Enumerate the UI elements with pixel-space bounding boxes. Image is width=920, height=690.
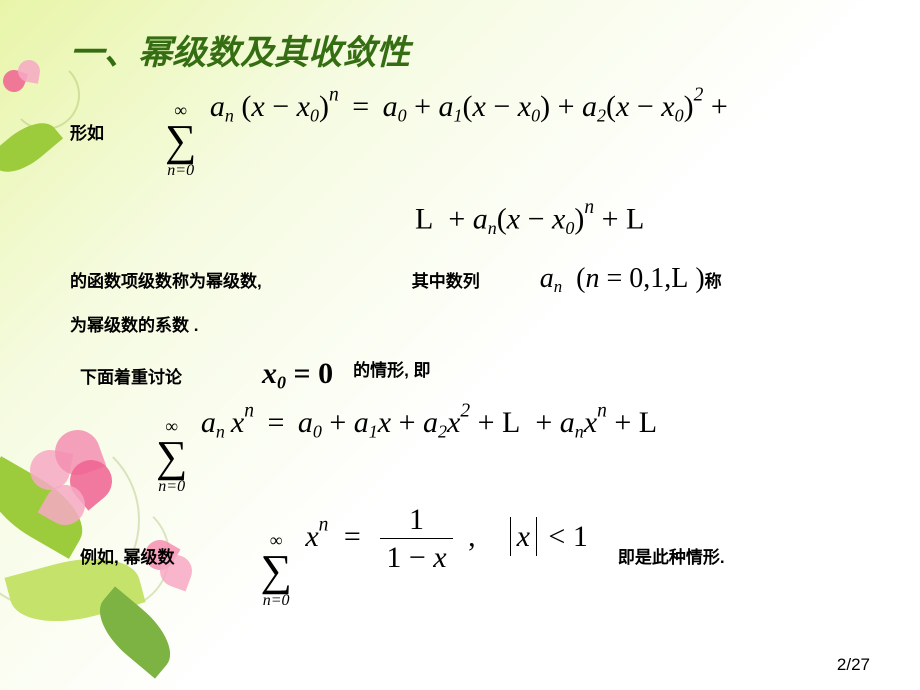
coef-expr: an (n = 0,1,L )	[540, 263, 705, 297]
sigma-icon: ∞ ∑ n=0	[260, 531, 291, 609]
label-discuss-below: 下面着重讨论	[80, 363, 182, 388]
label-called: 称	[705, 267, 722, 292]
label-case-ie: 的情形, 即	[353, 356, 430, 381]
sum-expression-1: ∞ ∑ n=0 an (x − x0)n = a0 + a1(x − x0) +…	[159, 84, 728, 179]
x0-eq-0: x0 = 0	[262, 357, 333, 393]
sigma-icon: ∞ ∑ n=0	[165, 101, 196, 179]
section-title: 一、幂级数及其收敛性	[70, 25, 870, 74]
abs-value: x	[510, 517, 537, 556]
label-coefficients: 为幂级数的系数 .	[70, 311, 198, 336]
fraction: 1 1 − x	[380, 503, 452, 574]
sigma-icon: ∞ ∑ n=0	[156, 417, 187, 495]
text-row-3: 为幂级数的系数 .	[70, 311, 870, 336]
page-number: 2/27	[837, 655, 870, 675]
text-row-2: 的函数项级数称为幂级数, 其中数列 an (n = 0,1,L ) 称	[70, 263, 870, 297]
formula-row-2: ∞ ∑ n=0 an xn = a0 + a1x + a2x2 + L + an…	[150, 401, 870, 496]
label-shaped-like: 形如	[70, 119, 104, 144]
sum-expansion-continued: L + an(x − x0)n + L	[415, 197, 644, 239]
label-called-power-series: 的函数项级数称为幂级数,	[70, 267, 262, 292]
label-for-example: 例如, 幂级数	[80, 543, 174, 568]
label-where-sequence: 其中数列	[412, 267, 480, 292]
label-this-case: 即是此种情形.	[618, 543, 725, 568]
formula-row-1b: L + an(x − x0)n + L	[415, 197, 870, 239]
geometric-series: ∞ ∑ n=0 xn = 1 1 − x , x < 1	[254, 503, 587, 608]
formula-row-1: 形如 ∞ ∑ n=0 an (x − x0)n = a0 + a1(x − x0…	[70, 84, 870, 179]
slide-content: 一、幂级数及其收敛性 形如 ∞ ∑ n=0 an (x − x0)n = a0 …	[0, 0, 920, 690]
sum-expression-2: ∞ ∑ n=0 an xn = a0 + a1x + a2x2 + L + an…	[150, 401, 657, 496]
text-row-4: 下面着重讨论 x0 = 0 的情形, 即	[80, 356, 870, 395]
formula-row-3: 例如, 幂级数 ∞ ∑ n=0 xn = 1 1 − x , x < 1 即是此…	[80, 503, 870, 608]
